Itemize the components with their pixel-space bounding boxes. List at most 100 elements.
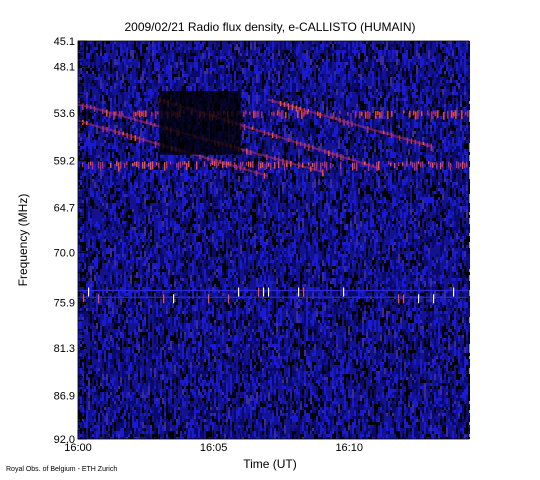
spectrogram-cell bbox=[100, 62, 102, 71]
spectrogram-cell bbox=[106, 86, 108, 89]
spectrogram-cell bbox=[186, 170, 188, 179]
spectrogram-cell bbox=[156, 116, 158, 125]
spectrogram-cell bbox=[350, 134, 352, 140]
spectrogram-cell bbox=[384, 104, 386, 110]
spectrogram-cell bbox=[352, 176, 354, 179]
spectrogram-cell bbox=[246, 128, 248, 137]
spectrogram-cell bbox=[302, 137, 304, 146]
spectrogram-cell bbox=[342, 68, 344, 71]
spectrogram-cell bbox=[320, 176, 322, 182]
spectrogram-cell bbox=[458, 104, 460, 110]
spectrogram-cell bbox=[342, 50, 344, 59]
spectrogram-cell bbox=[396, 86, 398, 95]
spectrogram-cell bbox=[318, 83, 320, 86]
spectrogram-cell bbox=[310, 53, 312, 62]
spectrogram-cell bbox=[462, 134, 464, 140]
spectrogram-cell bbox=[358, 155, 360, 158]
spectrogram-cell bbox=[166, 167, 168, 170]
spectrogram-cell bbox=[452, 92, 454, 95]
spectrogram-cell bbox=[456, 188, 458, 197]
spectrogram-cell bbox=[134, 86, 136, 89]
spectrogram-cell bbox=[184, 167, 186, 170]
spectrogram-cell bbox=[94, 203, 96, 209]
spectrogram-cell bbox=[240, 197, 242, 203]
spectrogram-cell bbox=[156, 59, 158, 68]
spectrogram-cell bbox=[260, 44, 262, 53]
spectrogram-cell bbox=[364, 188, 366, 191]
spectrogram-cell bbox=[94, 80, 96, 83]
spectrogram-cell bbox=[116, 197, 118, 200]
spectrogram-cell bbox=[204, 170, 206, 173]
spectrogram-cell bbox=[328, 62, 330, 68]
spectrogram-cell bbox=[292, 170, 294, 179]
spectrogram-cell bbox=[84, 191, 86, 194]
spectrogram-cell bbox=[134, 194, 136, 197]
spectrogram-cell bbox=[244, 71, 246, 74]
spectrogram-cell bbox=[400, 131, 402, 140]
spectrogram-cell bbox=[440, 128, 442, 137]
spectrogram-cell bbox=[188, 194, 190, 203]
spectrogram-cell bbox=[412, 188, 414, 197]
spectrogram-cell bbox=[298, 125, 300, 131]
spectrogram-cell bbox=[386, 104, 388, 107]
spectrogram-cell bbox=[78, 62, 80, 68]
spectrogram-cell bbox=[280, 143, 282, 146]
spectrogram-cell bbox=[122, 155, 124, 158]
spectrogram-cell bbox=[382, 134, 384, 143]
spectrogram-cell bbox=[420, 119, 422, 128]
spectrogram-cell bbox=[198, 185, 200, 188]
spectrogram-cell bbox=[458, 197, 460, 203]
spectrogram-cell bbox=[106, 41, 108, 44]
spectrogram-cell bbox=[160, 194, 162, 197]
spectrogram-cell bbox=[446, 152, 448, 155]
spectrogram-cell bbox=[388, 80, 390, 83]
spectrogram-cell bbox=[166, 185, 168, 191]
spectrogram-cell bbox=[180, 59, 182, 62]
spectrogram-cell bbox=[150, 83, 152, 92]
spectrogram-cell bbox=[376, 176, 378, 179]
spectrogram-cell bbox=[422, 104, 424, 107]
spectrogram-cell bbox=[232, 191, 234, 194]
spectrogram-cell bbox=[132, 107, 134, 110]
spectrogram-cell bbox=[454, 131, 456, 140]
spectrogram-cell bbox=[252, 119, 254, 122]
spectrogram-cell bbox=[160, 44, 162, 47]
spectrogram-cell bbox=[130, 176, 132, 179]
spectrogram-cell bbox=[270, 179, 272, 185]
spectrogram-cell bbox=[136, 101, 138, 107]
spectrogram-cell bbox=[260, 191, 262, 200]
spectrogram-cell bbox=[192, 164, 194, 170]
spectrogram-cell bbox=[220, 179, 222, 185]
spectrogram-cell bbox=[410, 164, 412, 167]
spectrogram-cell bbox=[360, 53, 362, 62]
spectrogram-cell bbox=[162, 47, 164, 53]
spectrogram-cell bbox=[426, 86, 428, 92]
spectrogram-cell bbox=[126, 170, 128, 179]
spectrogram-cell bbox=[284, 152, 286, 158]
spectrogram-cell bbox=[170, 191, 172, 194]
spectrogram-cell bbox=[336, 125, 338, 134]
spectrogram-cell bbox=[400, 194, 402, 197]
spectrogram-cell bbox=[448, 77, 450, 80]
spectrogram-cell bbox=[268, 59, 270, 65]
spectrogram-cell bbox=[396, 143, 398, 152]
spectrogram-cell bbox=[142, 101, 144, 104]
spectrogram-cell bbox=[462, 185, 464, 194]
spectrogram-cell bbox=[90, 71, 92, 74]
spectrogram-cell bbox=[406, 152, 408, 155]
spectrogram-cell bbox=[96, 101, 98, 104]
spectrogram-cell bbox=[390, 125, 392, 134]
spectrogram-cell bbox=[412, 89, 414, 92]
spectrogram-cell bbox=[98, 173, 100, 176]
spectrogram-cell bbox=[194, 74, 196, 83]
spectrogram-cell bbox=[344, 146, 346, 152]
spectrogram-cell bbox=[80, 125, 82, 128]
spectrogram-cell bbox=[396, 170, 398, 176]
spectrogram-cell bbox=[158, 134, 160, 140]
spectrogram-cell bbox=[350, 89, 352, 92]
spectrogram-cell bbox=[142, 167, 144, 176]
spectrogram-cell bbox=[312, 104, 314, 110]
spectrogram-cell bbox=[408, 77, 410, 86]
spectrogram-cell bbox=[88, 77, 90, 83]
spectrogram-cell bbox=[306, 95, 308, 98]
